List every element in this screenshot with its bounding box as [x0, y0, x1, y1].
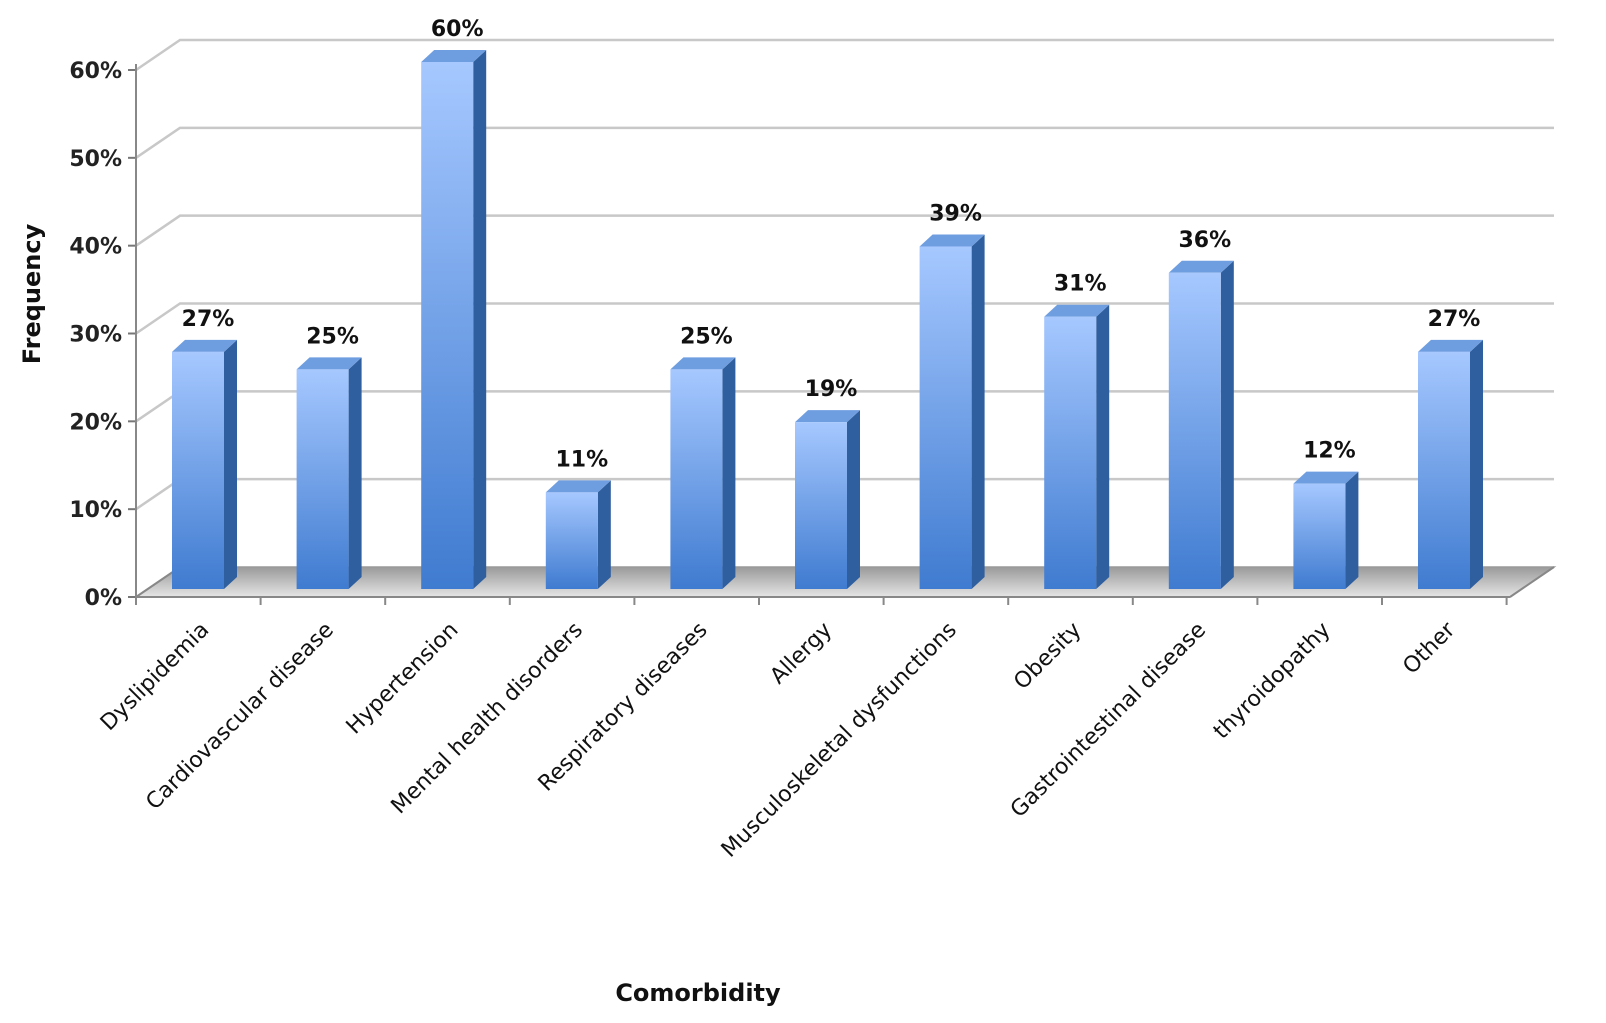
- bar-side: [473, 50, 487, 589]
- bar-front: [1418, 351, 1470, 589]
- bar-top: [172, 339, 237, 352]
- data-label: 27%: [1428, 307, 1481, 332]
- bar-top: [296, 357, 362, 370]
- x-axis-depth: [1509, 566, 1555, 598]
- bar: [1293, 471, 1359, 589]
- bar-front: [296, 369, 349, 589]
- bar: [1418, 339, 1483, 589]
- data-label: 12%: [1303, 439, 1356, 464]
- bar-side: [1345, 471, 1359, 589]
- gridline: [135, 126, 1554, 159]
- category-label: Musculoskeletal dysfunctions: [717, 618, 962, 863]
- bar-side: [847, 410, 860, 589]
- bar-side: [224, 339, 237, 589]
- gridline: [135, 38, 1554, 72]
- y-tick-label: 0%: [85, 586, 122, 611]
- bar-side: [1096, 304, 1110, 589]
- category-label: Obesity: [1009, 618, 1086, 695]
- bar-front: [670, 369, 723, 589]
- data-label: 19%: [805, 377, 858, 402]
- data-label: 36%: [1178, 228, 1231, 253]
- data-label: 39%: [929, 201, 982, 226]
- bar-side: [1220, 260, 1234, 589]
- data-label: 25%: [306, 324, 359, 349]
- bar-side: [1470, 339, 1483, 589]
- bar-top: [1418, 339, 1483, 352]
- labels: 0%10%20%30%40%50%60%27%Dyslipidemia25%Ca…: [69, 17, 1480, 863]
- bar-front: [1044, 316, 1097, 589]
- data-label: 25%: [680, 324, 733, 349]
- category-label: Hypertension: [342, 618, 464, 740]
- bar: [1168, 260, 1234, 589]
- bar-side: [597, 480, 611, 589]
- y-axis-title: Frequency: [18, 223, 46, 364]
- x-axis-title: Comorbidity: [615, 979, 781, 1007]
- bar: [421, 50, 487, 589]
- y-tick-label: 60%: [69, 59, 122, 84]
- bar-top: [421, 50, 487, 62]
- y-tick-label: 40%: [69, 235, 122, 260]
- bar: [296, 357, 362, 589]
- bar-front: [545, 492, 598, 589]
- bar-side: [348, 357, 362, 589]
- data-label: 31%: [1054, 272, 1107, 297]
- bar: [795, 410, 860, 589]
- bar-top: [1293, 471, 1359, 484]
- category-label: thyroidopathy: [1209, 618, 1336, 745]
- bar: [919, 234, 985, 589]
- data-label: 11%: [555, 447, 608, 472]
- gridline: [135, 214, 1554, 247]
- bar: [670, 357, 736, 589]
- bar-front: [1168, 272, 1221, 589]
- bar-top: [1044, 304, 1110, 317]
- category-label: Allergy: [766, 618, 838, 690]
- bar-top: [795, 410, 860, 423]
- bar-front: [421, 62, 474, 589]
- category-label: Dyslipidemia: [96, 618, 214, 736]
- bar-front: [919, 246, 972, 589]
- y-tick-label: 20%: [69, 410, 122, 435]
- data-label: 60%: [431, 17, 484, 42]
- y-tick-label: 30%: [69, 323, 122, 348]
- bar-top: [545, 480, 611, 493]
- bar-side: [722, 357, 736, 589]
- bar-top: [919, 234, 985, 247]
- category-label: Other: [1398, 617, 1461, 680]
- bar-top: [670, 357, 736, 370]
- bar: [172, 339, 237, 589]
- bars: [172, 50, 1483, 589]
- bar-front: [1293, 483, 1346, 589]
- data-label: 27%: [182, 307, 235, 332]
- y-tick-label: 10%: [69, 498, 122, 523]
- y-tick-label: 50%: [69, 147, 122, 172]
- bar-front: [795, 422, 847, 589]
- bar: [545, 480, 611, 589]
- gridline: [135, 302, 1554, 335]
- bar-front: [172, 351, 224, 589]
- bar-side: [971, 234, 985, 589]
- bar: [1044, 304, 1110, 589]
- bar-top: [1168, 260, 1234, 273]
